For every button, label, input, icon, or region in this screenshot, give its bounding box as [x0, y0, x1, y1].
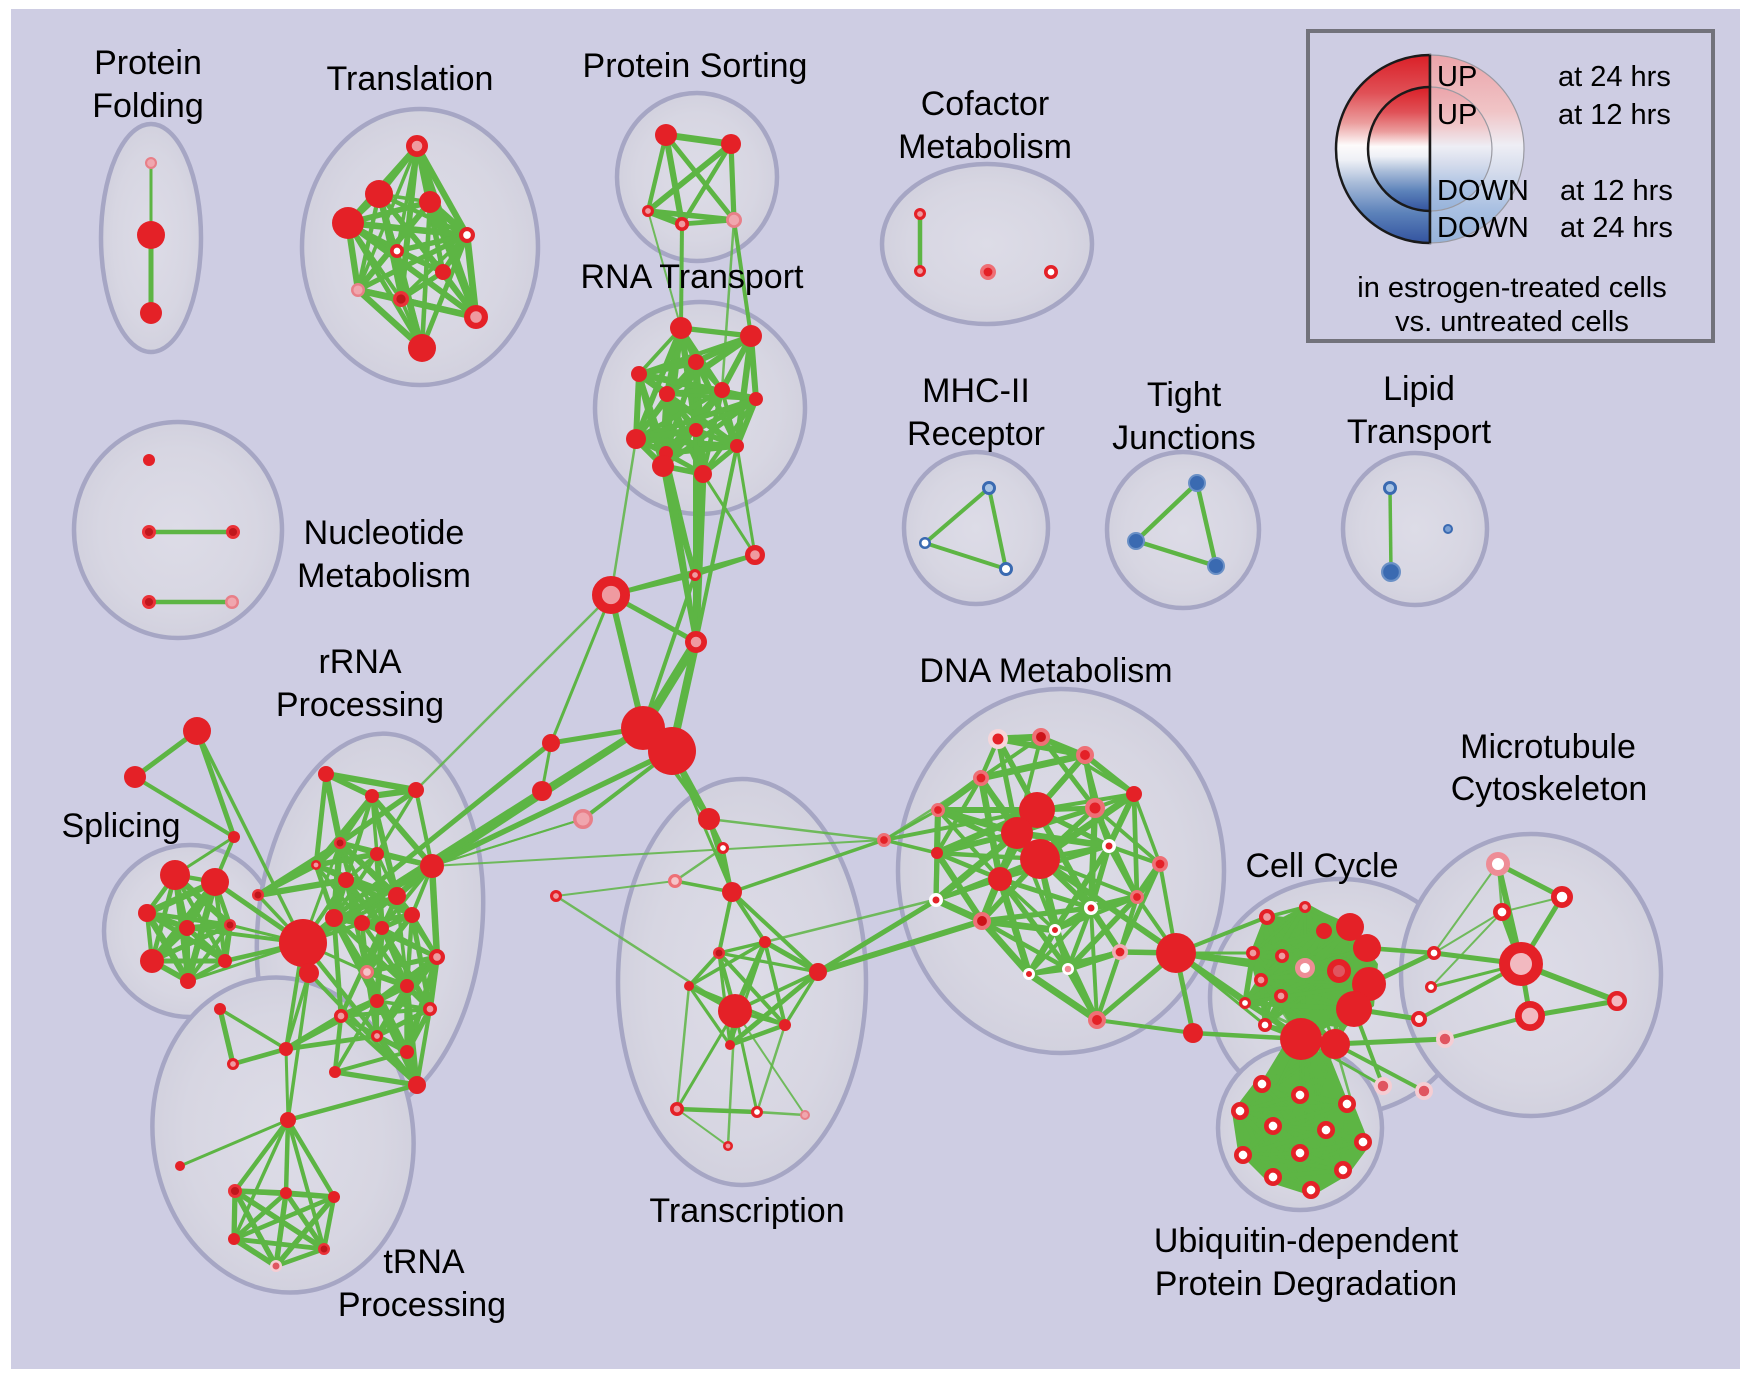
svg-text:at 12 hrs: at 12 hrs [1560, 175, 1673, 207]
svg-text:Cytoskeleton: Cytoskeleton [1451, 770, 1648, 808]
svg-text:DOWN: DOWN [1437, 212, 1529, 244]
svg-text:vs. untreated cells: vs. untreated cells [1395, 306, 1629, 338]
svg-text:Ubiquitin-dependent: Ubiquitin-dependent [1154, 1222, 1459, 1260]
svg-text:DOWN: DOWN [1437, 175, 1529, 207]
svg-text:in estrogen-treated cells: in estrogen-treated cells [1357, 272, 1667, 304]
svg-text:Protein: Protein [94, 44, 202, 82]
svg-text:Cell Cycle: Cell Cycle [1245, 847, 1398, 885]
svg-text:Nucleotide: Nucleotide [304, 514, 465, 552]
svg-text:Processing: Processing [276, 686, 444, 724]
svg-text:Translation: Translation [327, 60, 494, 98]
svg-text:Transcription: Transcription [649, 1192, 844, 1230]
svg-text:tRNA: tRNA [383, 1243, 465, 1281]
svg-text:Metabolism: Metabolism [297, 557, 471, 595]
svg-text:UP: UP [1437, 61, 1477, 93]
svg-text:Metabolism: Metabolism [898, 128, 1072, 166]
svg-text:Protein Degradation: Protein Degradation [1155, 1265, 1457, 1303]
svg-text:at 24 hrs: at 24 hrs [1560, 212, 1673, 244]
svg-text:Junctions: Junctions [1112, 419, 1256, 457]
svg-text:Folding: Folding [92, 87, 204, 125]
svg-text:rRNA: rRNA [318, 643, 401, 681]
svg-text:Cofactor: Cofactor [921, 85, 1050, 123]
svg-text:Protein Sorting: Protein Sorting [583, 47, 808, 85]
svg-text:Splicing: Splicing [61, 807, 180, 845]
svg-text:Lipid: Lipid [1383, 370, 1455, 408]
svg-text:Transport: Transport [1347, 413, 1492, 451]
svg-text:Microtubule: Microtubule [1460, 728, 1636, 766]
svg-text:at 24 hrs: at 24 hrs [1558, 61, 1671, 93]
svg-text:DNA Metabolism: DNA Metabolism [919, 652, 1172, 690]
svg-text:Processing: Processing [338, 1286, 506, 1324]
svg-text:Receptor: Receptor [907, 415, 1045, 453]
svg-text:MHC-II: MHC-II [922, 372, 1030, 410]
svg-text:Tight: Tight [1147, 376, 1222, 414]
svg-text:UP: UP [1437, 99, 1477, 131]
svg-text:at 12 hrs: at 12 hrs [1558, 99, 1671, 131]
svg-text:RNA Transport: RNA Transport [581, 258, 805, 296]
